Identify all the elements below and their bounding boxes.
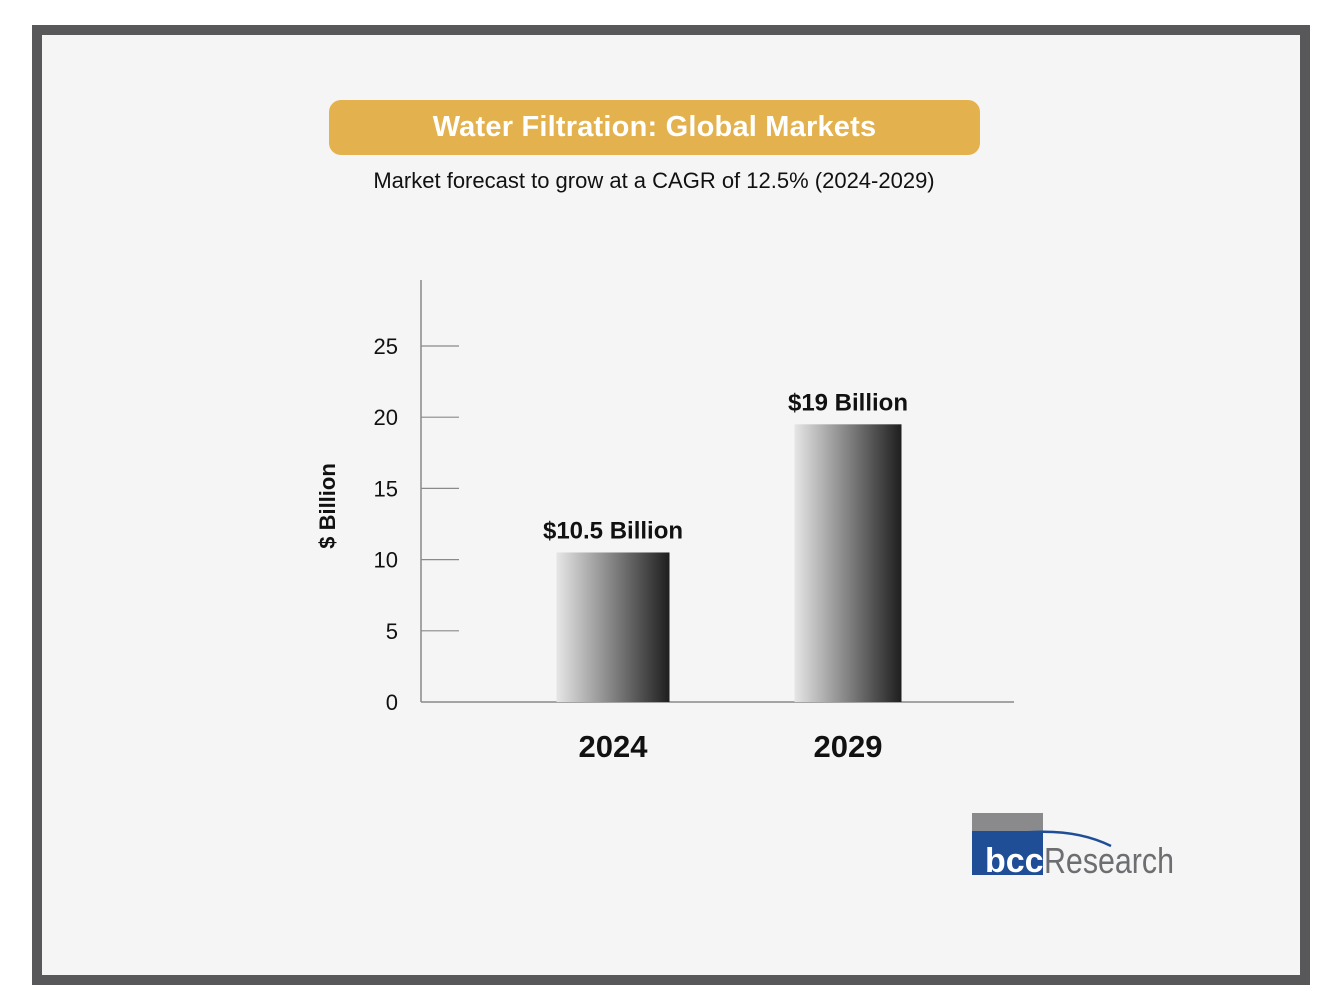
data-label-2029: $19 Billion xyxy=(788,389,908,416)
y-tick-label: 0 xyxy=(386,690,398,715)
y-tick-label: 15 xyxy=(374,476,398,501)
chart-frame xyxy=(32,25,1310,985)
y-tick-label: 10 xyxy=(374,548,398,573)
bar-2024 xyxy=(556,552,670,702)
logo-gray-block xyxy=(972,813,1043,831)
chart-title: Water Filtration: Global Markets xyxy=(329,100,980,155)
x-tick-label-2024: 2024 xyxy=(579,729,649,764)
logo-blue-block xyxy=(972,831,1043,875)
logo-mark-text: bcc xyxy=(985,842,1044,880)
chart-subtitle: Market forecast to grow at a CAGR of 12.… xyxy=(373,168,935,193)
y-tick-label: 20 xyxy=(374,405,398,430)
bar-2029 xyxy=(794,424,902,702)
logo-word-text: Research xyxy=(1044,840,1174,881)
logo-swoosh xyxy=(1010,830,1112,848)
y-tick-label: 25 xyxy=(374,334,398,359)
x-tick-label-2029: 2029 xyxy=(814,729,883,764)
bcc-research-logo: bcc Research xyxy=(972,813,1174,881)
data-label-2024: $10.5 Billion xyxy=(543,517,683,544)
y-tick-label: 5 xyxy=(386,619,398,644)
y-axis-title: $ Billion xyxy=(315,463,340,549)
